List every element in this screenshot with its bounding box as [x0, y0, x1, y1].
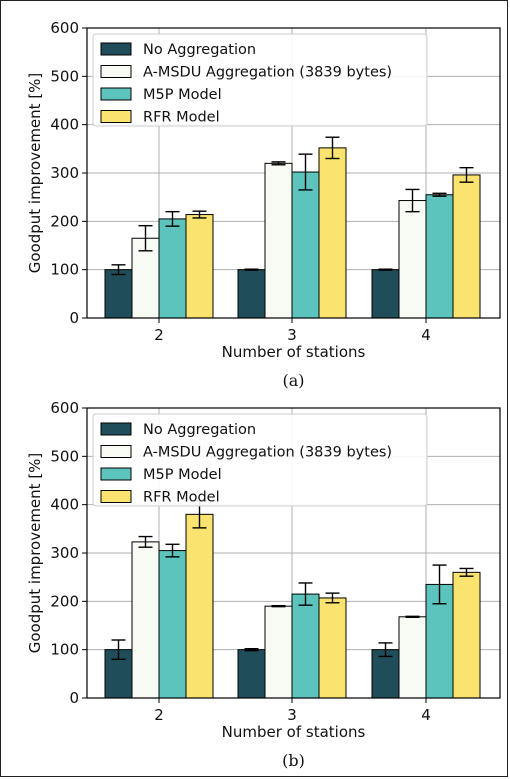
x-axis-label: Number of stations: [222, 723, 366, 741]
bar: [398, 200, 427, 319]
chart-panel-b: 0 100 200 300 400 500 600 2 3 4 Number of stations…: [26, 399, 501, 770]
legend-box: [92, 33, 428, 127]
y-tick-label: 200: [50, 212, 79, 230]
x-tick-label: 2: [154, 706, 164, 724]
legend: No Aggregation A-MSDU Aggregation (3839 b…: [92, 33, 428, 127]
legend-swatch: [100, 490, 132, 503]
y-tick-label: 500: [50, 447, 79, 465]
bar: [104, 269, 133, 319]
panel-caption: (a): [282, 371, 304, 390]
y-tick-label: 300: [50, 164, 79, 182]
bar: [131, 541, 160, 699]
bar: [237, 649, 266, 699]
y-tick-label: 600: [50, 19, 79, 37]
legend-swatch: [100, 110, 132, 123]
y-tick-label: 100: [50, 261, 79, 279]
y-tick-label: 100: [50, 641, 79, 659]
legend-swatch: [100, 422, 132, 436]
bar: [452, 571, 481, 699]
bar: [185, 214, 214, 319]
bar: [264, 605, 293, 699]
legend-label: No Aggregation: [143, 422, 256, 438]
legend-box: [92, 413, 428, 507]
panel-caption: (b): [282, 751, 305, 770]
bar: [425, 194, 454, 319]
x-tick-label: 4: [421, 706, 431, 724]
bar: [371, 269, 400, 319]
legend-label: No Aggregation: [143, 42, 256, 58]
legend-swatch: [100, 87, 132, 101]
y-tick-label: 0: [69, 689, 79, 707]
legend-label: A-MSDU Aggregation (3839 bytes): [143, 445, 392, 461]
x-tick-label: 2: [154, 326, 164, 344]
legend-label: RFR Model: [143, 110, 220, 126]
legend-swatch: [100, 42, 132, 56]
legend: No Aggregation A-MSDU Aggregation (3839 b…: [92, 413, 428, 507]
bar: [398, 616, 427, 699]
legend-swatch: [100, 467, 132, 481]
legend-label: M5P Model: [143, 467, 222, 483]
y-tick-label: 0: [69, 309, 79, 327]
legend-label: M5P Model: [143, 87, 222, 103]
y-axis-label: Goodput improvement [%]: [26, 453, 44, 654]
legend-swatch: [100, 445, 132, 458]
legend-label: A-MSDU Aggregation (3839 bytes): [143, 65, 392, 81]
x-tick-label: 4: [421, 326, 431, 344]
x-tick-label: 3: [287, 326, 297, 344]
bar: [264, 162, 293, 319]
y-tick-label: 500: [50, 67, 79, 85]
legend-swatch: [100, 65, 132, 78]
y-tick-label: 200: [50, 592, 79, 610]
bar: [237, 269, 266, 319]
bar: [318, 147, 347, 319]
bar: [291, 593, 320, 699]
y-axis-label: Goodput improvement [%]: [26, 73, 44, 274]
y-tick-label: 600: [50, 399, 79, 417]
x-tick-label: 3: [287, 706, 297, 724]
bar: [185, 513, 214, 699]
y-tick-label: 400: [50, 116, 79, 134]
bar: [158, 550, 187, 699]
bar: [158, 218, 187, 319]
y-tick-label: 400: [50, 496, 79, 514]
x-axis-label: Number of stations: [222, 343, 366, 361]
bar: [452, 174, 481, 319]
bar: [291, 171, 320, 319]
bar: [318, 597, 347, 699]
legend-label: RFR Model: [143, 490, 220, 506]
y-tick-label: 300: [50, 544, 79, 562]
chart-panel-a: 0 100 200 300 400 500 600 2 3 4 Number of stations…: [26, 19, 501, 390]
